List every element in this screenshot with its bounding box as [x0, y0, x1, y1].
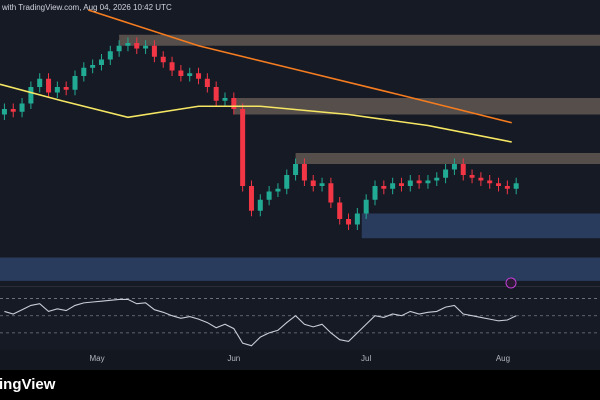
candle-body: [398, 183, 404, 186]
plot: May Jun Jul Aug: [0, 9, 600, 363]
candle-body: [443, 169, 449, 178]
candle-body: [513, 183, 519, 189]
candle-body: [257, 199, 263, 211]
x-tick-label: May: [89, 354, 104, 363]
candle-body: [504, 186, 510, 189]
zone: [0, 257, 600, 281]
candle-body: [496, 183, 502, 186]
zone: [361, 213, 600, 239]
rsi-line: [4, 298, 517, 347]
candle-body: [107, 51, 113, 60]
candle-body: [46, 78, 52, 93]
candle-body: [434, 177, 440, 181]
candle-body: [310, 180, 316, 186]
zone: [233, 98, 600, 115]
header-text: with TradingView.com, Aug 04, 2026 10:42…: [1, 3, 172, 12]
candle-body: [116, 45, 122, 52]
candle-body: [90, 65, 96, 68]
candle-body: [178, 70, 184, 76]
candle-body: [328, 183, 334, 203]
candle-body: [134, 43, 140, 49]
candle-body: [451, 164, 457, 170]
candle-body: [337, 202, 343, 219]
candle-body: [196, 73, 202, 79]
rsi-panel: [0, 287, 600, 350]
candle-body: [275, 188, 281, 192]
x-tick-label: Jun: [227, 354, 240, 363]
candle-body: [231, 98, 237, 109]
candle-body: [319, 183, 325, 186]
x-tick-label: Aug: [496, 354, 510, 363]
candle-body: [28, 87, 34, 104]
candle-body: [346, 219, 352, 225]
price-panel: [0, 0, 600, 286]
candle-body: [81, 67, 87, 76]
candle-body: [478, 177, 484, 181]
candle-body: [284, 175, 290, 189]
candle-body: [363, 199, 369, 214]
candle-body: [372, 186, 378, 200]
candle-body: [1, 109, 7, 115]
candle-body: [187, 73, 193, 76]
moving-average: [0, 83, 512, 143]
candle-body: [381, 186, 387, 189]
event-icon: [505, 277, 517, 289]
zone: [295, 153, 600, 164]
candle-body: [72, 76, 78, 90]
candle-body: [169, 62, 175, 71]
candle-body: [266, 191, 272, 200]
candle-body: [143, 45, 149, 49]
candle-body: [293, 164, 299, 175]
candle-body: [151, 45, 157, 57]
candle-body: [240, 109, 246, 186]
candle-body: [125, 43, 131, 46]
moving-average: [87, 9, 512, 124]
candle-body: [407, 180, 413, 186]
candle-body: [10, 109, 16, 112]
candle-body: [425, 180, 431, 184]
candle-body: [460, 164, 466, 175]
candle-body: [160, 56, 166, 63]
time-axis: [0, 350, 600, 370]
candle-body: [354, 213, 360, 225]
candle-body: [19, 103, 25, 112]
candle-body: [222, 98, 228, 101]
candle-body: [213, 87, 219, 101]
candle-body: [248, 186, 254, 211]
logo-text: ingView: [0, 376, 56, 393]
x-tick-label: Jul: [361, 354, 371, 363]
candle-body: [63, 87, 69, 90]
zone: [119, 34, 600, 46]
candle-body: [204, 78, 210, 87]
candle-body: [54, 87, 60, 93]
candle-body: [301, 164, 307, 181]
candle-body: [469, 175, 475, 178]
candle-body: [487, 180, 493, 184]
candle-body: [98, 59, 104, 65]
candle-body: [416, 180, 422, 184]
candle-body: [37, 78, 43, 87]
candle-body: [390, 183, 396, 189]
